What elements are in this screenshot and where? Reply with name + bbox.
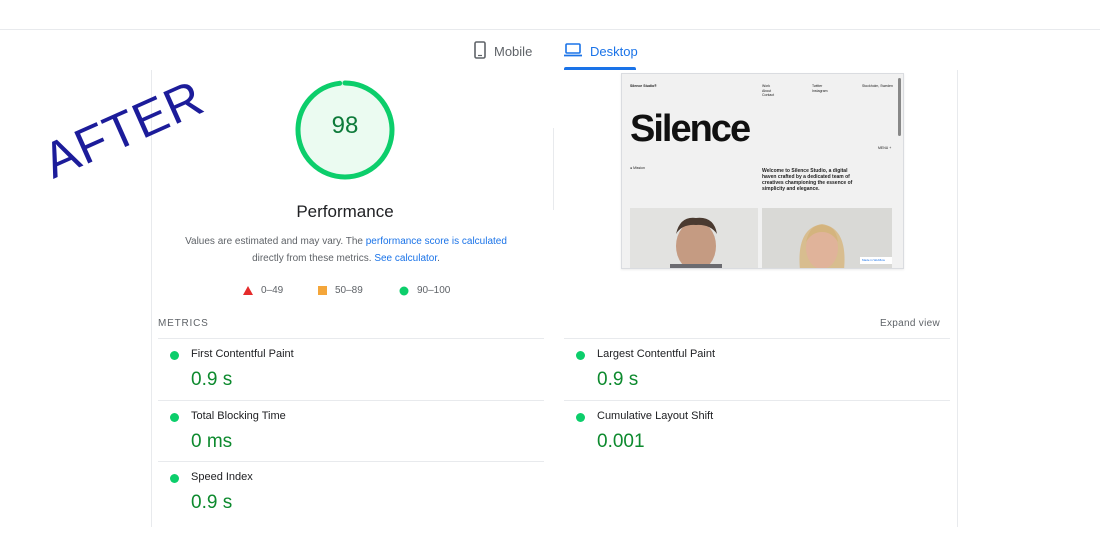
summary-divider [553,128,554,210]
legend-pass-label: 90–100 [417,285,451,296]
preview-heading: Silence [630,108,751,150]
after-overlay-text: AFTER [34,69,212,190]
performance-title: Performance [296,202,394,221]
tab-desktop[interactable]: Desktop [564,40,638,62]
legend-fail-label: 0–49 [261,285,284,296]
metric-name: Total Blocking Time [191,410,286,422]
preview-nav-item: Twitter [812,84,823,88]
metric-value: 0 ms [191,431,233,452]
expand-view-button[interactable]: Expand view [880,318,940,329]
performance-score: 98 [331,112,359,139]
tab-mobile[interactable]: Mobile [474,40,532,62]
card-left-border [151,70,152,527]
metric-value: 0.001 [597,431,645,452]
score-description-line1: Values are estimated and may vary. The p… [166,236,526,247]
metric-name: Speed Index [191,471,253,483]
metric-name: First Contentful Paint [191,348,294,360]
pass-dot-icon [170,474,179,483]
row-divider [158,338,544,339]
row-divider [564,400,950,401]
description-text: directly from these metrics. [252,253,375,264]
legend-pass: 90–100 [399,285,450,296]
see-calculator-link[interactable]: See calculator [374,253,438,264]
tab-desktop-label: Desktop [590,43,638,59]
preview-menu: MENU + [878,146,892,150]
page-screenshot-preview[interactable]: Silence Studio® Work About Contact Twitt… [621,73,904,269]
preview-page: Silence Studio® Work About Contact Twitt… [622,74,896,268]
preview-brand: Silence Studio® [630,84,657,88]
description-text: Values are estimated and may vary. The [185,236,366,247]
pass-dot-icon [576,413,585,422]
metric-name: Largest Contentful Paint [597,348,716,360]
description-period: . [437,253,440,264]
legend-average: 50–89 [318,285,363,296]
mobile-phone-icon [474,40,486,62]
green-circle-icon [399,286,409,295]
tab-mobile-label: Mobile [494,43,533,59]
legend-fail: 0–49 [243,285,283,296]
red-triangle-icon [243,286,253,295]
metrics-heading: METRICS [158,318,209,329]
pass-dot-icon [576,351,585,360]
performance-gauge [295,80,395,180]
pass-dot-icon [170,351,179,360]
performance-score-link[interactable]: performance score is calculated [365,236,507,247]
metric-value: 0.9 s [191,492,233,513]
metric-value: 0.9 s [597,369,639,390]
pass-dot-icon [170,413,179,422]
preview-nav-item: Contact [762,93,775,97]
metric-name: Cumulative Layout Shift [597,410,714,422]
row-divider [564,338,950,339]
card-right-border [957,70,958,527]
laptop-icon [564,42,582,60]
row-divider [158,461,544,462]
orange-square-icon [318,286,327,295]
top-divider [0,29,1100,30]
preview-nav-item: Instagram [812,88,828,93]
preview-scrollbar[interactable] [898,78,901,136]
preview-nav-col2: Twitter Instagram [812,84,828,93]
metric-value: 0.9 s [191,369,233,390]
preview-location: Stockholm, Sweden [862,84,893,88]
active-tab-indicator [564,67,636,70]
preview-nav-col1: Work About Contact [762,84,774,98]
legend-average-label: 50–89 [335,285,363,296]
preview-nav-item: About [762,88,772,93]
preview-welcome-text: Welcome to Silence Studio, a digital hav… [762,168,853,192]
preview-nav-item: Work [762,84,771,88]
preview-mission-label: ● Mission [630,166,645,170]
row-divider [158,400,544,401]
preview-photo-man [630,208,758,268]
score-description-line2: directly from these metrics. See calcula… [166,253,526,264]
webflow-badge: Made in Webflow [860,257,892,264]
